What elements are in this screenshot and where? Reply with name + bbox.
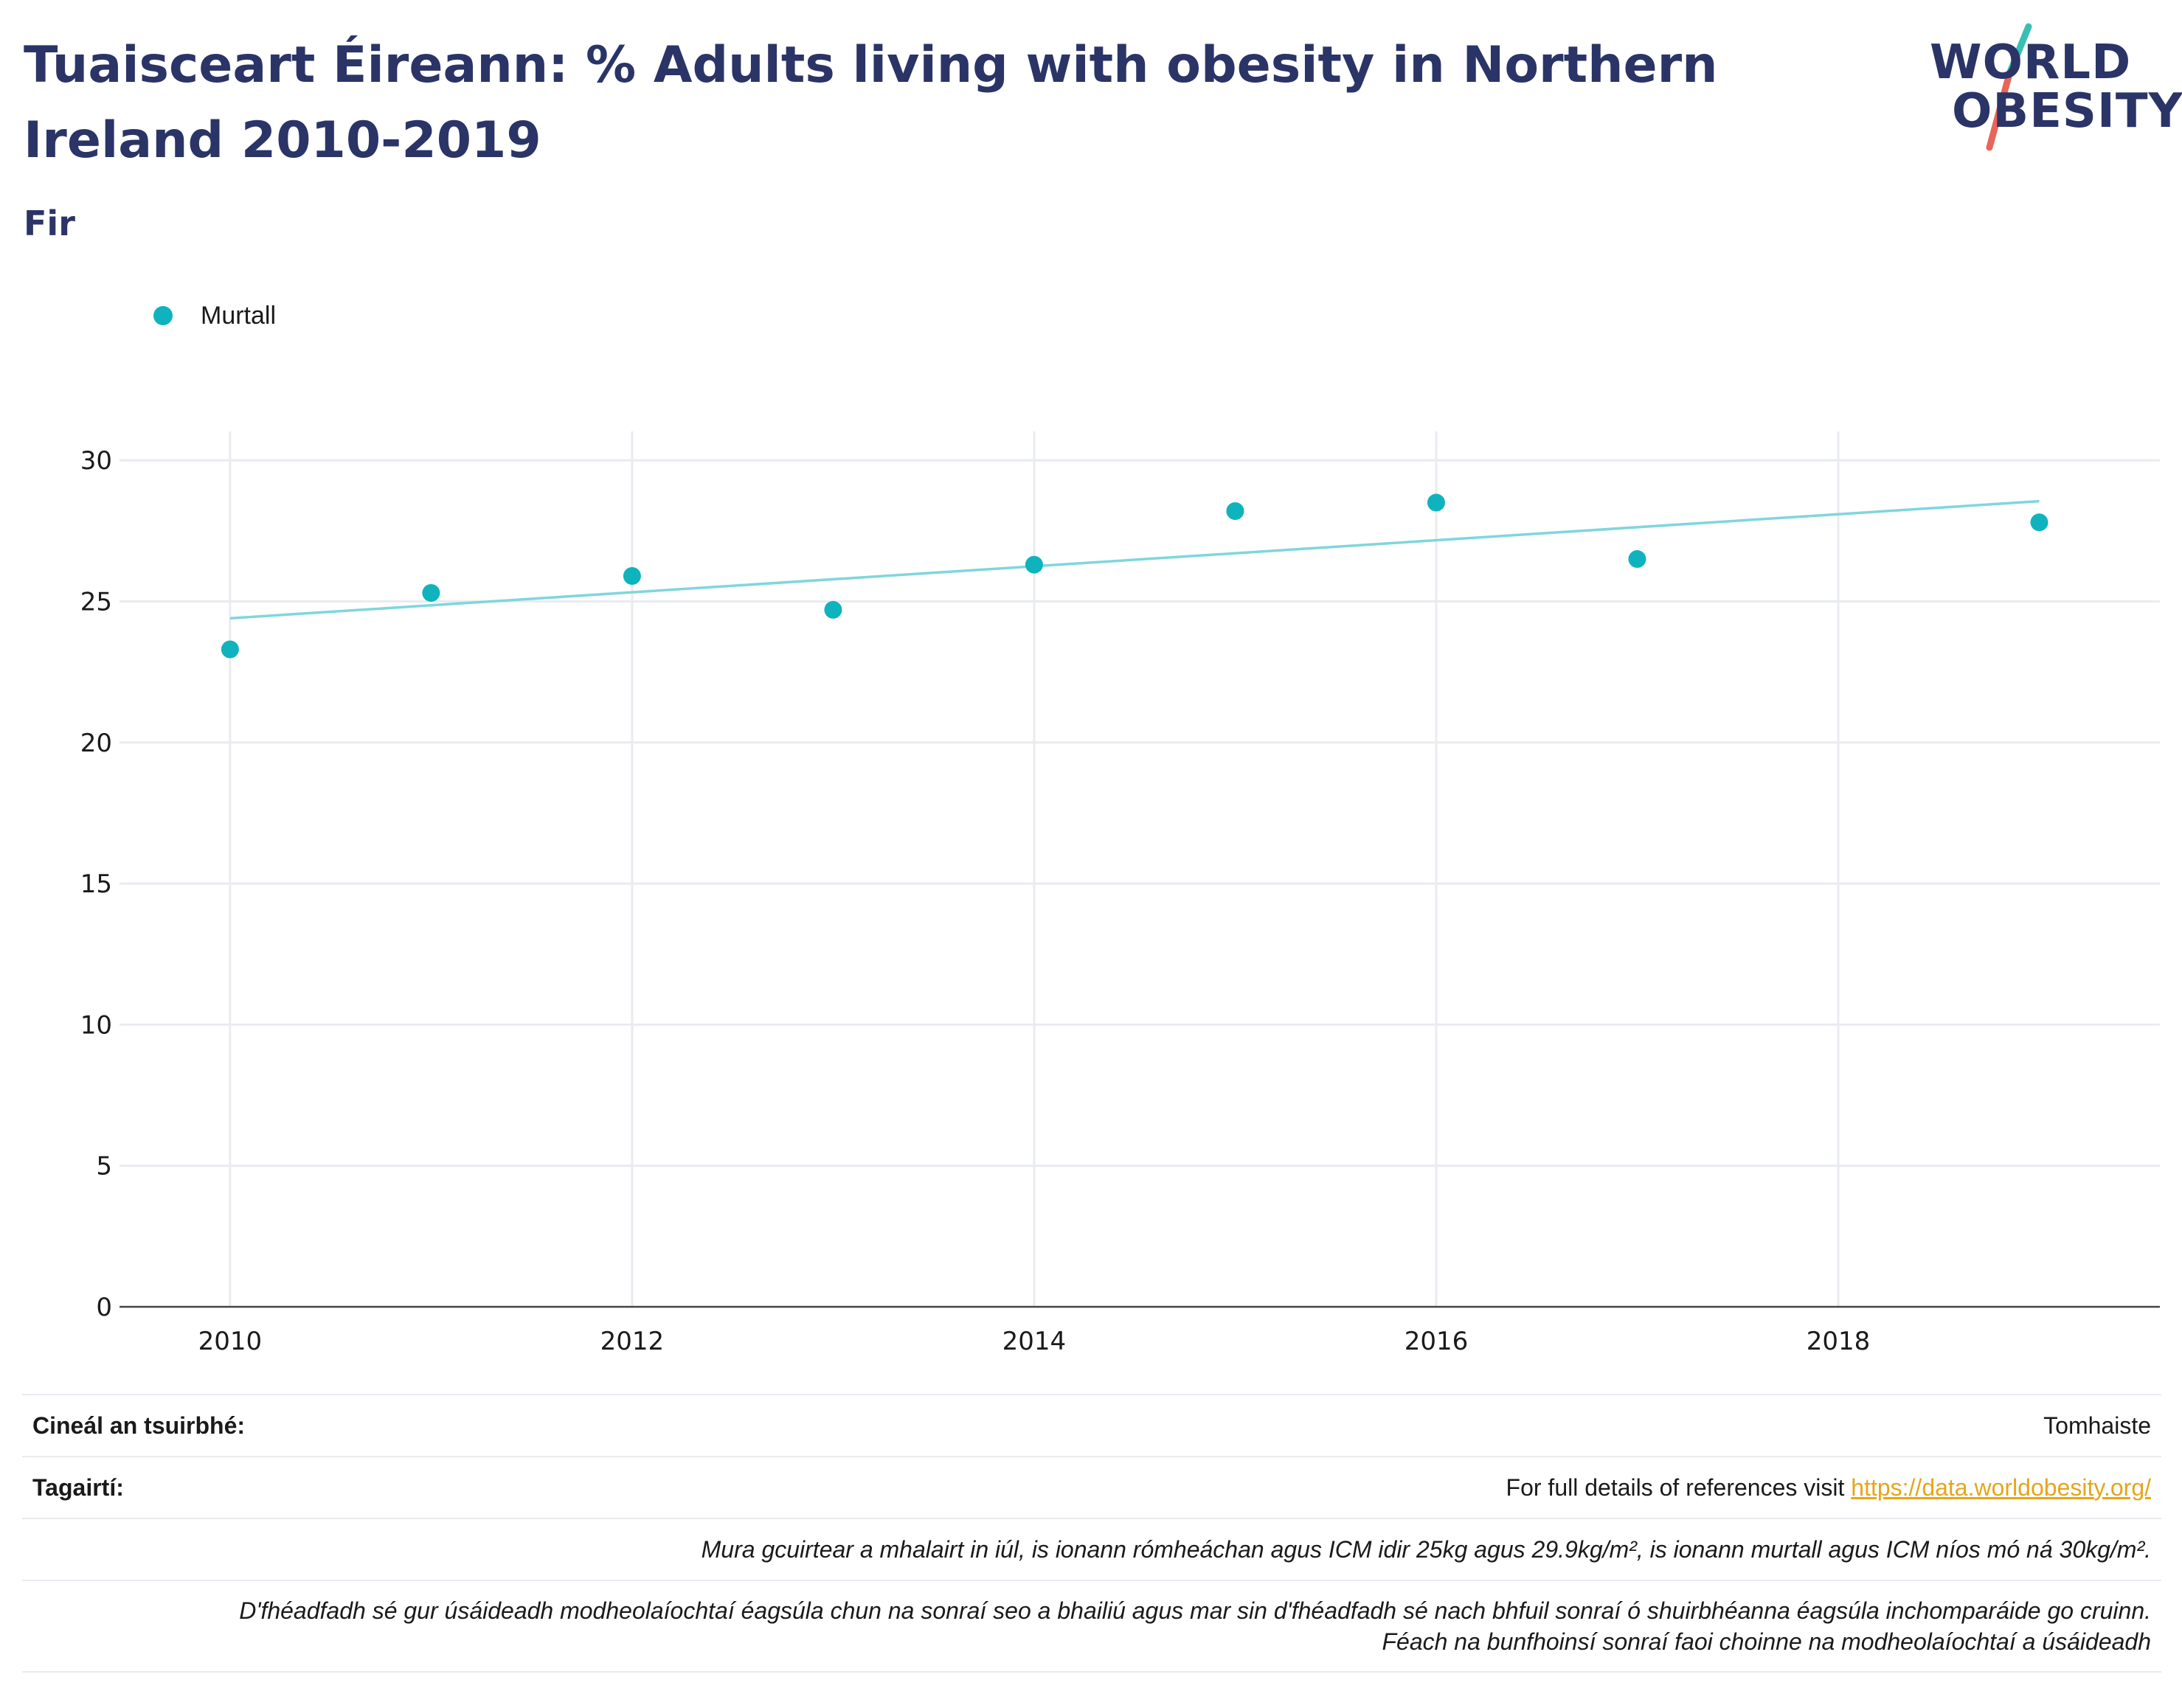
data-point[interactable]: [623, 567, 641, 586]
survey-type-label: Cineál an tsuirbhé:: [32, 1412, 246, 1439]
data-point[interactable]: [824, 600, 842, 619]
methodology-note-line-1: D'fhéadfadh sé gur úsáideadh modheolaíoc…: [239, 1597, 2151, 1624]
y-tick-label: 5: [96, 1152, 112, 1181]
references-label: Tagairtí:: [32, 1473, 124, 1501]
data-point[interactable]: [2030, 513, 2048, 532]
y-tick-label: 10: [80, 1010, 112, 1040]
info-table: Cineál an tsuirbhé: Tomhaiste Tagairtí: …: [22, 1394, 2161, 1673]
data-point[interactable]: [1226, 502, 1244, 521]
data-point[interactable]: [422, 583, 440, 602]
data-points: [221, 493, 2048, 659]
data-point[interactable]: [221, 640, 239, 659]
methodology-note-row: D'fhéadfadh sé gur úsáideadh modheolaíoc…: [22, 1580, 2161, 1673]
x-tick-label: 2014: [1002, 1327, 1067, 1356]
data-point[interactable]: [1628, 550, 1646, 569]
data-point[interactable]: [1025, 555, 1043, 574]
x-tick-label: 2012: [600, 1327, 665, 1356]
x-tick-label: 2016: [1405, 1327, 1469, 1356]
references-value: For full details of references visit htt…: [1506, 1474, 2151, 1502]
grid-lines: [120, 431, 2160, 1307]
scatter-chart: 0 5 10 15 20 25 30 2010 2012 2014 2016 2018: [80, 431, 2160, 1356]
logo-line-world: WORLD: [1930, 35, 2132, 90]
y-tick-label: 15: [80, 869, 112, 899]
logo-slash-icon: [1986, 23, 2032, 151]
y-tick-label: 30: [80, 446, 112, 476]
data-point[interactable]: [1427, 493, 1445, 512]
x-tick-label: 2018: [1807, 1327, 1871, 1356]
chart-subtitle: Fir: [24, 204, 75, 243]
references-row: Tagairtí: For full details of references…: [22, 1456, 2161, 1518]
definition-note: Mura gcuirtear a mhalairt in iúl, is ion…: [701, 1536, 2151, 1563]
legend[interactable]: Murtall: [153, 295, 276, 336]
axes: 0 5 10 15 20 25 30 2010 2012 2014 2016 2018: [80, 446, 2160, 1356]
trendline: [229, 499, 2040, 620]
references-link[interactable]: https://data.worldobesity.org/: [1851, 1473, 2151, 1501]
trendline-layer: [229, 499, 2040, 620]
logo-line-obesity: OBESITY: [1952, 84, 2182, 139]
definition-note-row: Mura gcuirtear a mhalairt in iúl, is ion…: [22, 1518, 2161, 1580]
survey-type-row: Cineál an tsuirbhé: Tomhaiste: [22, 1394, 2161, 1456]
legend-label: Murtall: [201, 301, 277, 330]
legend-marker-icon: [153, 306, 173, 325]
y-tick-label: 25: [80, 587, 112, 617]
methodology-note: D'fhéadfadh sé gur úsáideadh modheolaíoc…: [32, 1595, 2151, 1657]
methodology-note-line-2: Féach na bunfhoinsí sonraí faoi choinne …: [1382, 1628, 2151, 1655]
chart-title: Tuaisceart Éireann: % Adults living with…: [24, 36, 1718, 170]
references-text: For full details of references visit: [1506, 1473, 1845, 1501]
world-obesity-logo[interactable]: WORLD OBESITY: [1918, 22, 2182, 162]
x-tick-label: 2010: [198, 1327, 263, 1356]
y-tick-label: 20: [80, 729, 112, 758]
y-tick-label: 0: [96, 1293, 112, 1322]
survey-type-value: Tomhaiste: [2043, 1412, 2151, 1439]
